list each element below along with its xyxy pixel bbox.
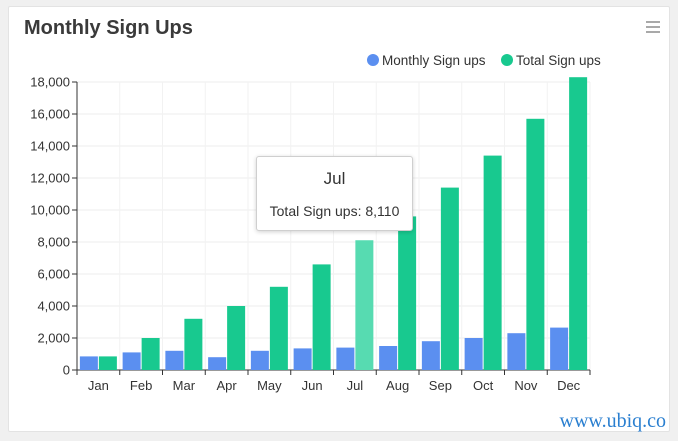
bar-monthly-aug <box>379 346 398 370</box>
x-tick-label: Jan <box>88 378 109 393</box>
bar-total-mar <box>184 318 203 370</box>
bar-total-jan <box>98 356 117 370</box>
x-tick-label: Jun <box>302 378 323 393</box>
bar-monthly-mar <box>165 350 184 370</box>
y-tick-label: 2,000 <box>37 331 70 346</box>
y-tick-label: 8,000 <box>37 235 70 250</box>
x-tick-label: Feb <box>130 378 152 393</box>
bar-monthly-apr <box>208 357 227 370</box>
bar-total-oct <box>483 155 502 370</box>
y-tick-label: 12,000 <box>30 171 70 186</box>
legend-total-label: Total Sign ups <box>516 53 601 68</box>
x-tick-label: Dec <box>557 378 581 393</box>
y-tick-label: 14,000 <box>30 139 70 154</box>
bar-total-apr <box>227 306 246 370</box>
bar-total-jul <box>355 240 374 370</box>
y-tick-label: 6,000 <box>37 267 70 282</box>
x-tick-label: Mar <box>173 378 196 393</box>
x-tick-label: Jul <box>347 378 364 393</box>
hamburger-menu-icon[interactable] <box>646 21 660 33</box>
bar-total-dec <box>569 77 588 370</box>
bar-monthly-jul <box>336 347 355 370</box>
bar-monthly-sep <box>421 341 440 370</box>
x-tick-label: Apr <box>217 378 238 393</box>
y-tick-label: 16,000 <box>30 107 70 122</box>
bar-monthly-jun <box>293 348 312 370</box>
y-tick-label: 18,000 <box>30 75 70 90</box>
tooltip-value: Total Sign ups: 8,110 <box>269 203 400 219</box>
bar-total-feb <box>141 338 160 370</box>
chart-tooltip: Jul Total Sign ups: 8,110 <box>256 156 413 231</box>
x-tick-label: Aug <box>386 378 409 393</box>
bar-total-nov <box>526 118 545 370</box>
y-tick-label: 0 <box>63 363 70 378</box>
bar-monthly-feb <box>122 352 141 370</box>
x-tick-label: Sep <box>429 378 452 393</box>
bar-monthly-nov <box>507 333 526 370</box>
legend-total-marker <box>501 54 513 66</box>
x-tick-label: Nov <box>514 378 538 393</box>
bar-total-sep <box>440 187 459 370</box>
tooltip-title: Jul <box>323 169 346 188</box>
legend-monthly-label: Monthly Sign ups <box>382 53 486 68</box>
y-tick-label: 4,000 <box>37 299 70 314</box>
bar-total-jun <box>312 264 331 370</box>
y-tick-label: 10,000 <box>30 203 70 218</box>
bar-monthly-may <box>250 350 269 370</box>
legend-monthly-marker <box>367 54 379 66</box>
bar-total-may <box>269 286 288 370</box>
bar-total-aug <box>398 216 417 370</box>
x-tick-label: May <box>257 378 282 393</box>
x-tick-label: Oct <box>473 378 494 393</box>
chart-title: Monthly Sign Ups <box>24 17 193 39</box>
watermark: www.ubiq.co <box>559 410 666 432</box>
bar-monthly-dec <box>550 327 569 370</box>
bar-monthly-jan <box>79 356 98 370</box>
bar-monthly-oct <box>464 338 483 370</box>
